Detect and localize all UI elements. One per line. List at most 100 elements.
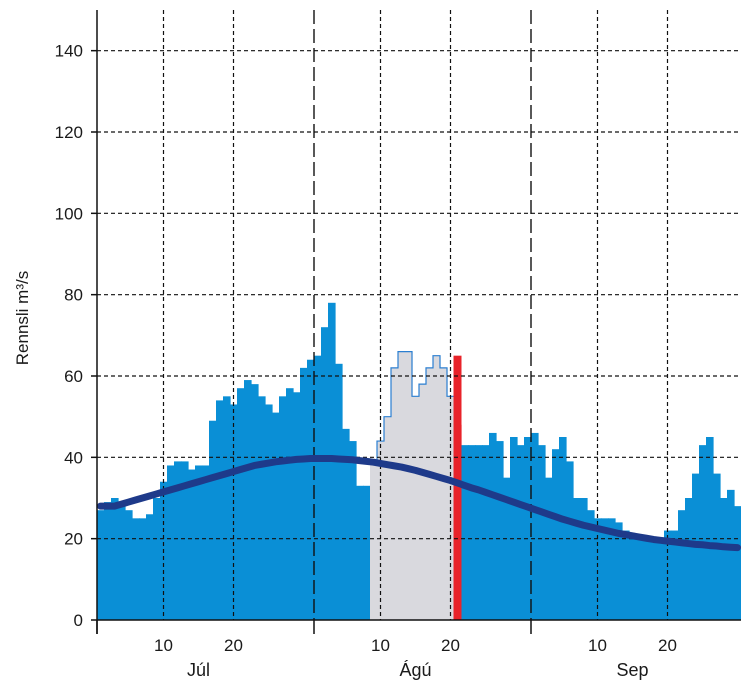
flow-bar <box>349 441 357 620</box>
flow-bar <box>685 498 693 620</box>
x-tick-label: 10 <box>371 636 390 655</box>
flow-bar <box>727 489 735 620</box>
flow-bar <box>699 445 707 620</box>
month-label: Júl <box>187 660 210 680</box>
highlight-outline <box>370 351 454 462</box>
flow-bar <box>559 437 567 620</box>
flow-bar <box>720 498 728 620</box>
flow-bar <box>545 477 553 620</box>
flow-bar <box>671 530 679 620</box>
y-tick-label: 20 <box>64 530 83 549</box>
flow-bar <box>664 530 672 620</box>
flow-bar <box>356 485 364 620</box>
flow-bar <box>440 367 448 620</box>
flow-bar <box>370 461 378 620</box>
flow-bar <box>300 367 308 620</box>
flow-bar <box>594 518 602 620</box>
average-flow-layer <box>97 455 741 552</box>
flow-bar <box>279 396 287 620</box>
flow-bar <box>510 437 518 620</box>
average-flow-line <box>97 455 741 552</box>
flow-bar <box>342 428 350 620</box>
y-tick-label: 140 <box>55 42 83 61</box>
flow-bar <box>650 538 658 620</box>
flow-bar <box>125 510 133 620</box>
month-label: Ágú <box>399 660 431 680</box>
grid <box>97 10 741 620</box>
flow-bar <box>734 506 741 620</box>
flow-bar <box>496 441 504 620</box>
flow-bar <box>363 485 371 620</box>
flow-bar <box>251 384 259 620</box>
flow-bar <box>188 469 196 620</box>
flow-bar <box>237 388 245 620</box>
flow-bar <box>461 445 469 620</box>
plot-area <box>97 302 741 620</box>
flow-bar <box>608 518 616 620</box>
flow-bar <box>111 498 119 620</box>
x-tick-label: 20 <box>441 636 460 655</box>
flow-bar <box>132 518 140 620</box>
flow-bar <box>678 510 686 620</box>
flow-bar <box>636 538 644 620</box>
flow-bar <box>524 437 532 620</box>
flow-bar <box>475 445 483 620</box>
flow-bar <box>580 498 588 620</box>
flow-bar <box>482 445 490 620</box>
flow-bar <box>517 445 525 620</box>
flow-bar <box>216 400 224 620</box>
flow-bar <box>629 538 637 620</box>
flow-bar <box>657 538 665 620</box>
flow-bar <box>391 367 399 620</box>
y-tick-label: 60 <box>64 367 83 386</box>
flow-bar <box>104 502 112 620</box>
x-tick-label: 20 <box>224 636 243 655</box>
flow-bar <box>139 518 147 620</box>
flow-bar <box>230 404 238 620</box>
flow-bar <box>398 351 406 620</box>
flow-bar <box>181 461 189 620</box>
y-tick-label: 80 <box>64 286 83 305</box>
flow-bar <box>622 530 630 620</box>
flow-bar <box>286 388 294 620</box>
flow-bar <box>223 396 231 620</box>
flow-bar <box>167 465 175 620</box>
x-tick-label: 10 <box>588 636 607 655</box>
flow-bar <box>244 380 252 620</box>
flow-bar <box>426 367 434 620</box>
y-tick-label: 120 <box>55 123 83 142</box>
flow-bar <box>538 445 546 620</box>
flow-bar <box>384 416 392 620</box>
flow-bar <box>552 449 560 620</box>
flow-bar <box>643 538 651 620</box>
flow-bar <box>118 502 126 620</box>
y-tick-label: 100 <box>55 204 83 223</box>
flow-bar <box>153 498 161 620</box>
flow-bar <box>503 477 511 620</box>
flow-bar <box>314 355 322 620</box>
flow-bar <box>489 432 497 620</box>
flow-bar <box>405 351 413 620</box>
flow-bar <box>573 498 581 620</box>
flow-bar <box>566 461 574 620</box>
flow-bar <box>209 420 217 620</box>
flow-bar <box>258 396 266 620</box>
y-tick-label: 0 <box>74 611 83 630</box>
flow-bar <box>321 327 329 620</box>
x-tick-label: 20 <box>658 636 677 655</box>
y-axis-title: Rennsli m³/s <box>13 271 32 365</box>
flow-bar <box>531 432 539 620</box>
flow-bar <box>601 518 609 620</box>
x-tick-label: 10 <box>154 636 173 655</box>
flow-bar <box>412 396 420 620</box>
flow-bar <box>587 510 595 620</box>
flow-bar <box>202 465 210 620</box>
flow-bar <box>419 384 427 620</box>
flow-bar <box>615 522 623 620</box>
flow-bar <box>174 461 182 620</box>
flow-bar <box>265 404 273 620</box>
month-label: Sep <box>616 660 648 680</box>
flow-bar <box>293 392 301 620</box>
flow-bar <box>468 445 476 620</box>
